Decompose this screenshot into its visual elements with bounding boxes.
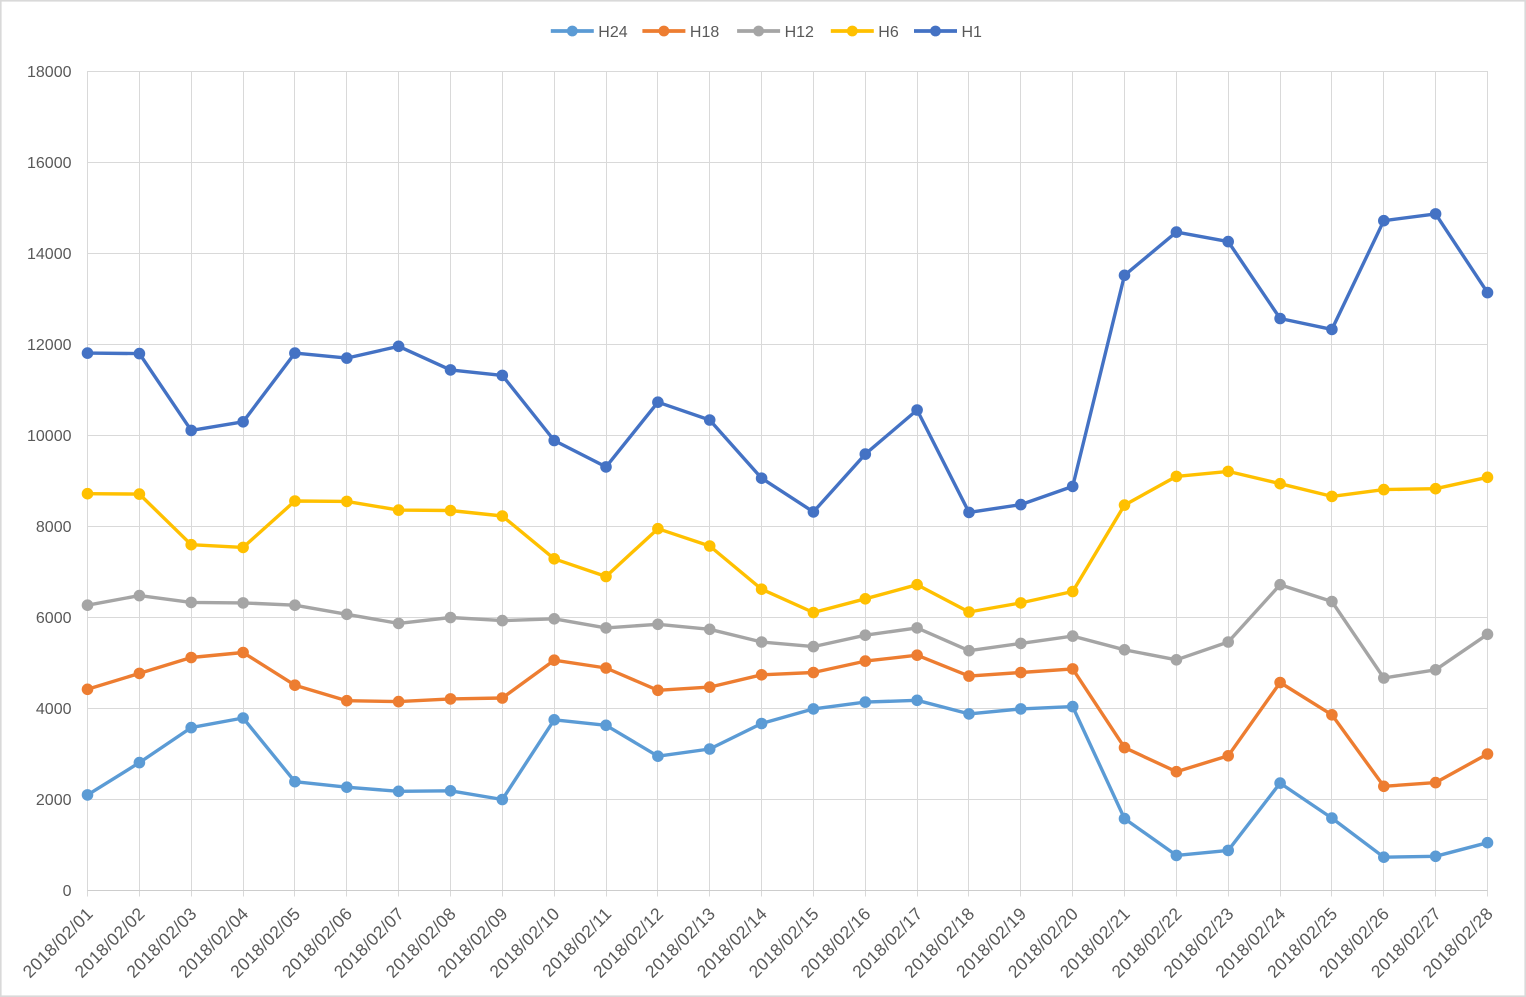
svg-text:H6: H6: [878, 24, 899, 41]
svg-text:14000: 14000: [27, 246, 72, 263]
svg-text:0: 0: [63, 883, 72, 900]
svg-text:H24: H24: [598, 24, 627, 41]
svg-text:H1: H1: [962, 24, 983, 41]
svg-text:6000: 6000: [36, 610, 72, 627]
svg-text:16000: 16000: [27, 155, 72, 172]
svg-text:8000: 8000: [36, 519, 72, 536]
svg-text:2000: 2000: [36, 792, 72, 809]
svg-text:12000: 12000: [27, 337, 72, 354]
svg-text:H12: H12: [785, 24, 814, 41]
svg-text:10000: 10000: [27, 428, 72, 445]
svg-text:18000: 18000: [27, 64, 72, 81]
svg-text:4000: 4000: [36, 701, 72, 718]
svg-text:H18: H18: [690, 24, 719, 41]
